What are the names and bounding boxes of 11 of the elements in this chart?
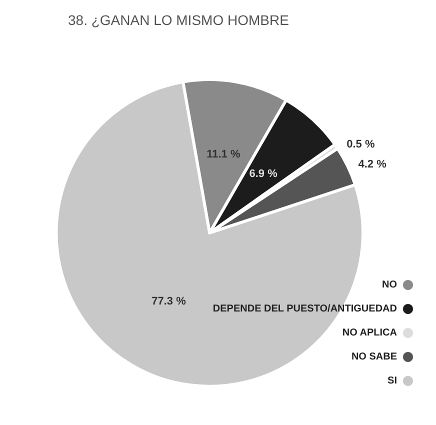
legend-label: NO [382,280,398,290]
legend-label: SI [388,376,398,386]
data-label: 77.3 % [152,295,186,308]
legend-label: DEPENDE DEL PUESTO/ANTIGUEDAD [212,304,397,314]
data-label: 0.5 % [346,138,375,150]
chart-title: 38. ¿GANAN LO MISMO HOMBRE [68,12,289,28]
data-label: 4.2 % [358,158,387,170]
legend-label: NO APLICA [342,328,397,338]
legend-label: NO SABE [351,352,398,362]
data-label: 11.1 % [206,148,240,160]
data-label: 6.9 % [249,168,278,180]
